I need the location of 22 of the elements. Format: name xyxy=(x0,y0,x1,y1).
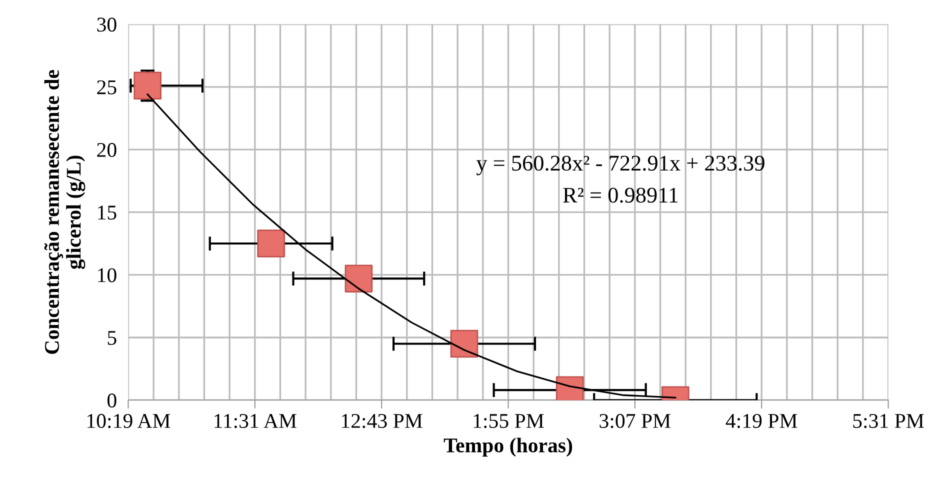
y-tick-label: 5 xyxy=(108,331,116,345)
x-tick-label: 12:43 PM xyxy=(342,414,422,428)
y-tick-label: 10 xyxy=(98,268,116,282)
y-axis-title: Concentração remanesecente de glicerol (g/L) xyxy=(44,70,86,354)
x-tick-label: 5:31 PM xyxy=(853,414,924,428)
y-tick-label: 20 xyxy=(97,142,116,157)
point xyxy=(344,264,373,292)
annotation: y = 560.28x² - 722.91x + 233.39 xyxy=(476,156,764,176)
annotation: R² = 0.98911 xyxy=(563,188,678,203)
y-tick-label: 25 xyxy=(97,80,116,94)
point xyxy=(450,330,478,358)
x-tick-label: 10:19 AM xyxy=(88,414,170,428)
y-tick-label: 15 xyxy=(98,206,116,220)
x-tick-label: 3:07 PM xyxy=(600,414,670,428)
y-tick-label: 0 xyxy=(108,394,116,408)
point xyxy=(257,230,285,258)
x-tick-label: 11:31 AM xyxy=(214,414,296,428)
x-tick-label: 1:55 PM xyxy=(474,414,544,428)
y-tick-label: 30 xyxy=(97,18,116,32)
x-tick-label: 4:19 PM xyxy=(726,414,798,428)
point xyxy=(134,72,162,100)
x-axis-title: Tempo (horas) xyxy=(444,438,572,457)
